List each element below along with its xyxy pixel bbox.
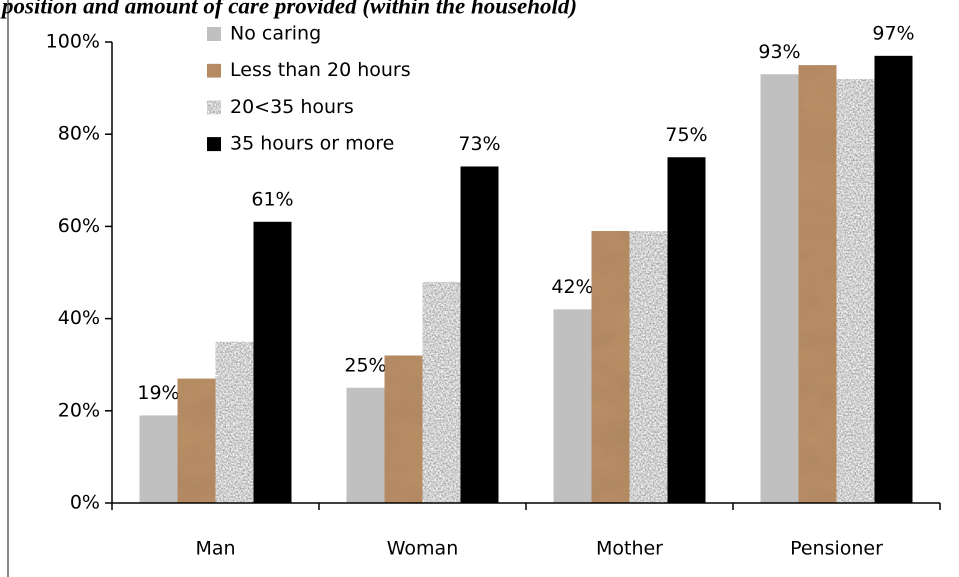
bar — [177, 378, 216, 503]
x-tick-label: Mother — [596, 538, 663, 560]
chart-title: position and amount of care provided (wi… — [0, 0, 577, 18]
bar — [253, 221, 292, 504]
bar — [798, 65, 837, 504]
value-label: 93% — [758, 41, 800, 63]
bar — [139, 415, 178, 503]
bar — [215, 341, 254, 503]
bar — [553, 309, 592, 503]
legend-swatch — [207, 137, 221, 152]
value-label: 61% — [251, 188, 293, 210]
legend-swatch — [207, 100, 221, 115]
x-tick-label: Pensioner — [790, 538, 883, 560]
y-tick-label: 40% — [58, 307, 100, 329]
legend-swatch — [207, 27, 221, 41]
bar — [760, 74, 799, 504]
bar — [591, 231, 630, 503]
y-tick-label: 20% — [58, 399, 100, 421]
bar — [667, 157, 706, 503]
bar — [460, 166, 499, 503]
legend-label: Less than 20 hours — [230, 59, 411, 81]
y-tick-label: 100% — [46, 31, 100, 53]
bar — [629, 231, 668, 503]
bar — [422, 281, 461, 503]
value-label: 97% — [872, 22, 914, 44]
y-tick-label: 60% — [58, 215, 100, 237]
bar — [874, 55, 913, 504]
legend-label: 20<35 hours — [230, 96, 354, 118]
value-label: 25% — [344, 354, 386, 376]
value-label: 42% — [551, 276, 593, 298]
x-tick-label: Man — [195, 538, 235, 560]
bar — [384, 355, 423, 503]
legend-label: No caring — [230, 23, 321, 45]
bar — [836, 78, 875, 503]
bar — [346, 387, 385, 503]
y-tick-label: 0% — [70, 492, 100, 514]
legend-swatch — [207, 63, 221, 78]
value-label: 75% — [665, 124, 707, 146]
value-label: 73% — [458, 133, 500, 155]
value-label: 19% — [137, 382, 179, 404]
y-tick-label: 80% — [58, 123, 100, 145]
x-tick-label: Woman — [387, 538, 459, 560]
legend-label: 35 hours or more — [230, 133, 394, 155]
